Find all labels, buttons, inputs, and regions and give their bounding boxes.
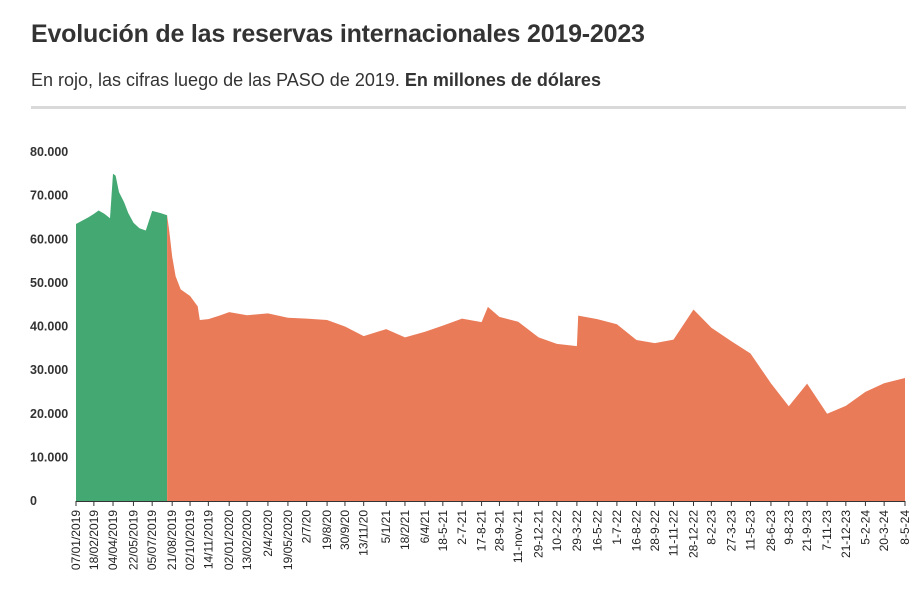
area-after-paso — [167, 215, 906, 502]
y-tick-label: 80.000 — [30, 145, 68, 159]
x-tick-label: 6/4/21 — [418, 510, 432, 544]
x-tick-label: 02/10/2019 — [183, 510, 197, 570]
x-tick-label: 16-5-22 — [590, 510, 604, 552]
x-tick-label: 2/4/2020 — [261, 510, 275, 557]
x-tick-label: 29-12-21 — [532, 510, 546, 558]
y-tick-label: 40.000 — [30, 320, 68, 334]
x-tick-label: 28-12-22 — [687, 510, 701, 558]
x-tick-label: 9-8-23 — [782, 510, 796, 545]
x-tick-label: 21/08/2019 — [165, 510, 179, 570]
x-tick-label: 19/05/2020 — [281, 510, 295, 570]
x-tick-label: 20-3-24 — [877, 510, 891, 552]
y-axis: 0 10.000 20.000 30.000 40.000 50.000 60.000 70.… — [30, 145, 68, 508]
subtitle-text: En rojo, las cifras luego de las PASO de… — [31, 70, 405, 90]
x-tick-label: 29-3-22 — [570, 510, 584, 552]
x-tick-label: 11-nov-21 — [511, 510, 525, 563]
x-tick-label: 7-11-23 — [820, 510, 834, 551]
y-tick-label: 60.000 — [30, 232, 68, 246]
x-tick-label: 21-12-23 — [839, 510, 853, 558]
x-tick-label: 30/9/20 — [338, 510, 352, 550]
x-tick-label: 14/11/2019 — [201, 510, 215, 569]
x-tick-label: 8-5-24 — [898, 510, 912, 545]
x-tick-label: 19/8/20 — [320, 510, 334, 550]
x-tick-label: 22/05/2019 — [127, 510, 141, 570]
x-tick-label: 5-2-24 — [858, 510, 872, 545]
x-tick-label: 2-7-21 — [455, 510, 469, 545]
x-tick-label: 04/04/2019 — [106, 510, 120, 570]
area-before-paso — [76, 173, 168, 502]
y-tick-label: 0 — [30, 494, 37, 508]
plot-area — [76, 173, 906, 502]
x-tick-label: 28-6-23 — [764, 510, 778, 552]
x-tick-label: 07/01/2019 — [69, 510, 83, 570]
y-tick-label: 10.000 — [30, 450, 68, 464]
x-tick-label: 16-8-22 — [630, 510, 644, 552]
x-tick-label: 11-11-22 — [667, 510, 681, 557]
x-tick-label: 18-5-21 — [436, 510, 450, 552]
x-tick-label: 13/02/2020 — [240, 510, 254, 570]
y-tick-label: 70.000 — [30, 189, 68, 203]
chart-title: Evolución de las reservas internacionale… — [31, 20, 645, 48]
x-tick-label: 5/1/21 — [379, 510, 393, 544]
x-tick-label: 18/2/21 — [398, 510, 412, 550]
y-tick-label: 50.000 — [30, 276, 68, 290]
subtitle-units: En millones de dólares — [404, 70, 601, 90]
x-axis: 07/01/2019 18/02/2019 04/04/2019 22/05/2019… — [69, 501, 912, 570]
x-tick-label: 28-9-21 — [492, 510, 506, 552]
x-tick-label: 11-5-23 — [744, 510, 758, 551]
x-tick-label: 2/7/20 — [300, 510, 314, 544]
x-tick-label: 27-3-23 — [724, 510, 738, 552]
x-tick-label: 02/01/2020 — [222, 510, 236, 570]
y-tick-label: 20.000 — [30, 407, 68, 421]
x-tick-label: 18/02/2019 — [87, 510, 101, 570]
x-tick-label: 1-7-22 — [610, 510, 624, 545]
title-divider — [31, 106, 906, 109]
x-tick-label: 21-9-23 — [800, 510, 814, 552]
x-tick-label: 10-2-22 — [550, 510, 564, 552]
x-tick-label: 8-2-23 — [704, 510, 718, 545]
x-tick-label: 28-9-22 — [648, 510, 662, 552]
y-tick-label: 30.000 — [30, 363, 68, 377]
x-tick-label: 13/11/20 — [357, 510, 371, 556]
x-tick-label: 05/07/2019 — [145, 510, 159, 570]
x-tick-label: 17-8-21 — [475, 510, 489, 552]
chart-subtitle: En rojo, las cifras luego de las PASO de… — [31, 70, 601, 91]
